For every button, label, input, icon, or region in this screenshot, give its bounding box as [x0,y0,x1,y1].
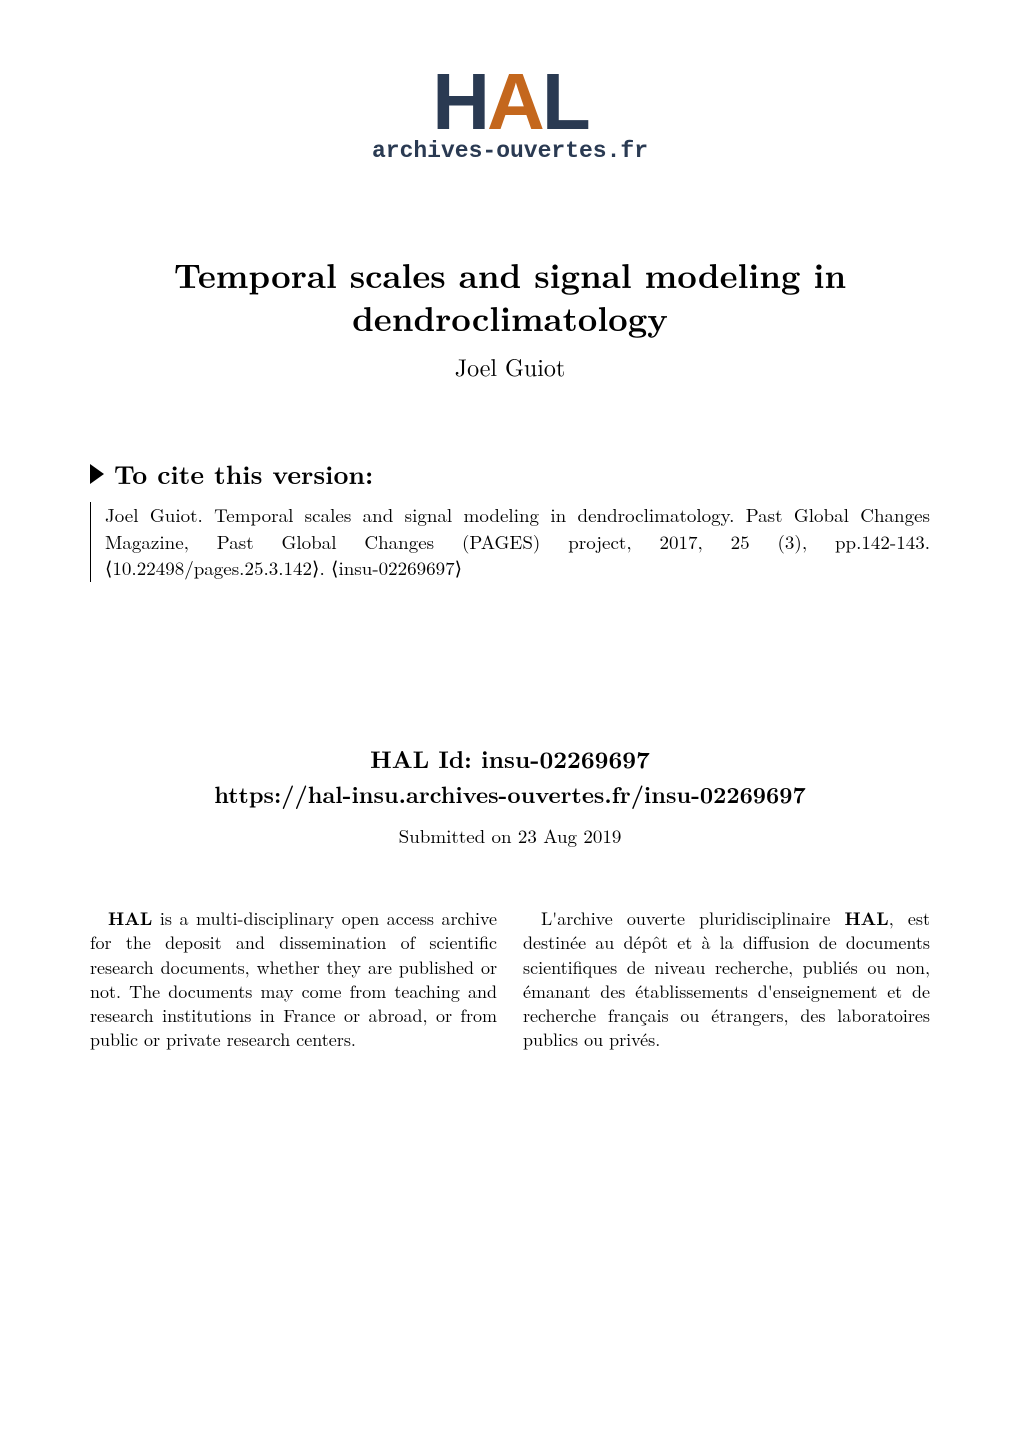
hal-logo: HAL archives-ouvertes.fr [372,68,648,164]
logo-letter-h: H [432,57,487,146]
cite-block: To cite this version: Joel Guiot. Tempor… [90,455,930,582]
desc-en-post: is a multi-disciplinary open access arch… [90,906,497,1052]
hal-id-url[interactable]: https://hal-insu.archives-ouvertes.fr/in… [90,777,930,810]
cite-heading: To cite this version: [114,455,373,492]
cite-heading-row: To cite this version: [90,455,930,492]
logo-region: HAL archives-ouvertes.fr [90,68,930,164]
description-columns: HAL is a multi-disciplinary open access … [90,907,930,1053]
desc-en-bold: HAL [108,906,152,931]
description-en: HAL is a multi-disciplinary open access … [90,907,497,1053]
cite-body: Joel Guiot. Temporal scales and signal m… [90,502,930,582]
paper-title: Temporal scales and signal modeling in d… [90,254,930,339]
paper-title-line2: dendroclimatology [352,293,668,342]
description-fr: L'archive ouverte pluridisciplinaire HAL… [523,907,930,1053]
logo-letter-l: L [542,57,588,146]
hal-logo-subtitle: archives-ouvertes.fr [372,138,648,164]
caret-right-icon [90,464,104,484]
logo-letter-a: A [487,57,542,146]
desc-fr-pre: L'archive ouverte pluridisciplinaire [541,906,844,931]
hal-id-block: HAL Id: insu-02269697 https://hal-insu.a… [90,742,930,849]
hal-id-label: HAL Id: insu-02269697 [90,742,930,777]
hal-logo-mark: HAL [432,68,587,136]
submitted-date: Submitted on 23 Aug 2019 [90,822,930,849]
desc-fr-bold: HAL [844,906,888,931]
title-block: Temporal scales and signal modeling in d… [90,254,930,383]
paper-author: Joel Guiot [90,349,930,383]
